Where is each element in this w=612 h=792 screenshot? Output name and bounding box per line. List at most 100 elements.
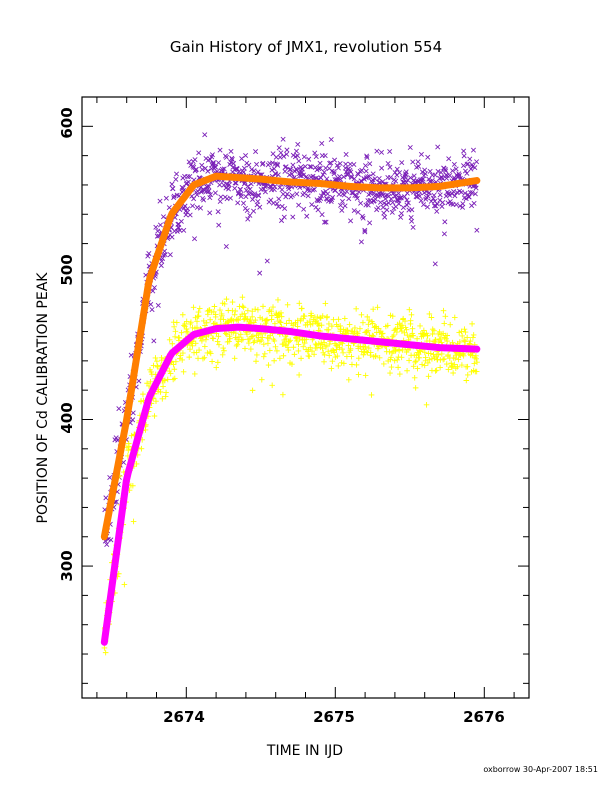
data-point bbox=[148, 301, 154, 307]
data-point bbox=[265, 340, 271, 347]
data-point bbox=[275, 162, 281, 168]
data-point bbox=[416, 354, 423, 361]
data-point bbox=[234, 341, 241, 348]
data-point bbox=[278, 313, 285, 320]
data-point bbox=[383, 201, 389, 207]
data-point bbox=[258, 331, 264, 337]
data-point bbox=[337, 173, 343, 179]
data-point bbox=[260, 303, 266, 310]
data-point bbox=[277, 154, 283, 160]
data-point bbox=[367, 349, 374, 356]
data-point bbox=[138, 445, 145, 452]
data-point bbox=[410, 332, 417, 339]
data-point bbox=[341, 360, 347, 367]
data-point bbox=[389, 313, 396, 320]
data-point bbox=[372, 352, 379, 359]
data-point bbox=[192, 157, 198, 163]
data-point bbox=[294, 167, 300, 173]
data-point bbox=[187, 346, 193, 352]
data-point bbox=[315, 340, 322, 347]
data-point bbox=[283, 164, 289, 170]
data-point bbox=[464, 334, 470, 341]
data-point bbox=[461, 153, 467, 159]
data-point bbox=[469, 321, 475, 327]
data-point bbox=[422, 167, 428, 173]
data-point bbox=[315, 320, 321, 326]
data-point bbox=[211, 160, 217, 166]
data-point bbox=[188, 319, 194, 325]
data-point bbox=[250, 196, 256, 202]
data-point bbox=[365, 174, 371, 180]
data-point bbox=[232, 308, 239, 314]
data-point bbox=[447, 321, 454, 328]
data-point bbox=[282, 206, 288, 212]
data-point bbox=[462, 338, 468, 345]
data-point bbox=[429, 326, 436, 332]
data-point bbox=[284, 302, 291, 308]
data-point bbox=[424, 204, 430, 210]
data-point bbox=[334, 162, 340, 168]
data-point bbox=[355, 209, 361, 215]
data-point bbox=[256, 193, 262, 199]
data-point bbox=[474, 359, 480, 366]
data-point bbox=[150, 288, 156, 294]
data-point bbox=[432, 261, 438, 267]
data-point bbox=[220, 316, 227, 323]
data-point bbox=[333, 346, 340, 353]
data-point bbox=[467, 156, 473, 162]
data-point bbox=[151, 413, 158, 419]
data-point bbox=[427, 350, 434, 357]
data-point bbox=[457, 339, 463, 345]
data-point bbox=[246, 162, 252, 168]
data-point bbox=[451, 161, 457, 167]
data-point bbox=[338, 202, 344, 208]
data-point bbox=[300, 343, 307, 350]
data-point bbox=[424, 332, 431, 339]
data-point bbox=[404, 197, 410, 203]
data-point bbox=[387, 148, 393, 155]
data-point bbox=[412, 385, 419, 391]
data-point bbox=[451, 361, 458, 368]
data-point bbox=[343, 161, 349, 167]
data-point bbox=[317, 160, 323, 166]
data-point bbox=[434, 201, 440, 207]
data-point bbox=[429, 355, 435, 362]
data-point bbox=[236, 334, 242, 340]
data-point bbox=[455, 356, 462, 363]
data-point bbox=[217, 307, 223, 313]
data-point bbox=[295, 341, 302, 348]
data-point bbox=[228, 148, 234, 154]
data-point bbox=[173, 176, 179, 182]
data-point bbox=[432, 172, 438, 178]
data-point bbox=[223, 296, 230, 302]
data-point bbox=[244, 331, 250, 337]
data-point bbox=[193, 166, 199, 172]
data-point bbox=[241, 310, 248, 317]
data-point bbox=[374, 148, 380, 154]
data-point bbox=[341, 174, 347, 180]
data-point bbox=[431, 327, 437, 334]
data-point bbox=[346, 377, 352, 383]
data-point bbox=[452, 355, 458, 362]
data-point bbox=[154, 358, 160, 364]
data-point bbox=[276, 145, 282, 151]
data-point bbox=[467, 338, 474, 344]
data-point bbox=[160, 252, 166, 258]
data-point bbox=[459, 362, 465, 368]
data-point bbox=[426, 338, 433, 344]
data-point bbox=[464, 363, 471, 370]
data-point bbox=[331, 169, 337, 175]
data-point bbox=[166, 337, 173, 343]
data-point bbox=[270, 304, 276, 310]
data-point bbox=[203, 319, 210, 326]
data-point bbox=[245, 216, 251, 222]
data-point bbox=[321, 169, 327, 175]
data-point bbox=[279, 218, 285, 224]
data-point bbox=[281, 153, 287, 159]
data-point bbox=[299, 305, 305, 312]
data-point bbox=[471, 200, 477, 206]
data-point bbox=[154, 233, 160, 239]
data-point bbox=[303, 336, 310, 343]
data-point bbox=[400, 205, 406, 211]
